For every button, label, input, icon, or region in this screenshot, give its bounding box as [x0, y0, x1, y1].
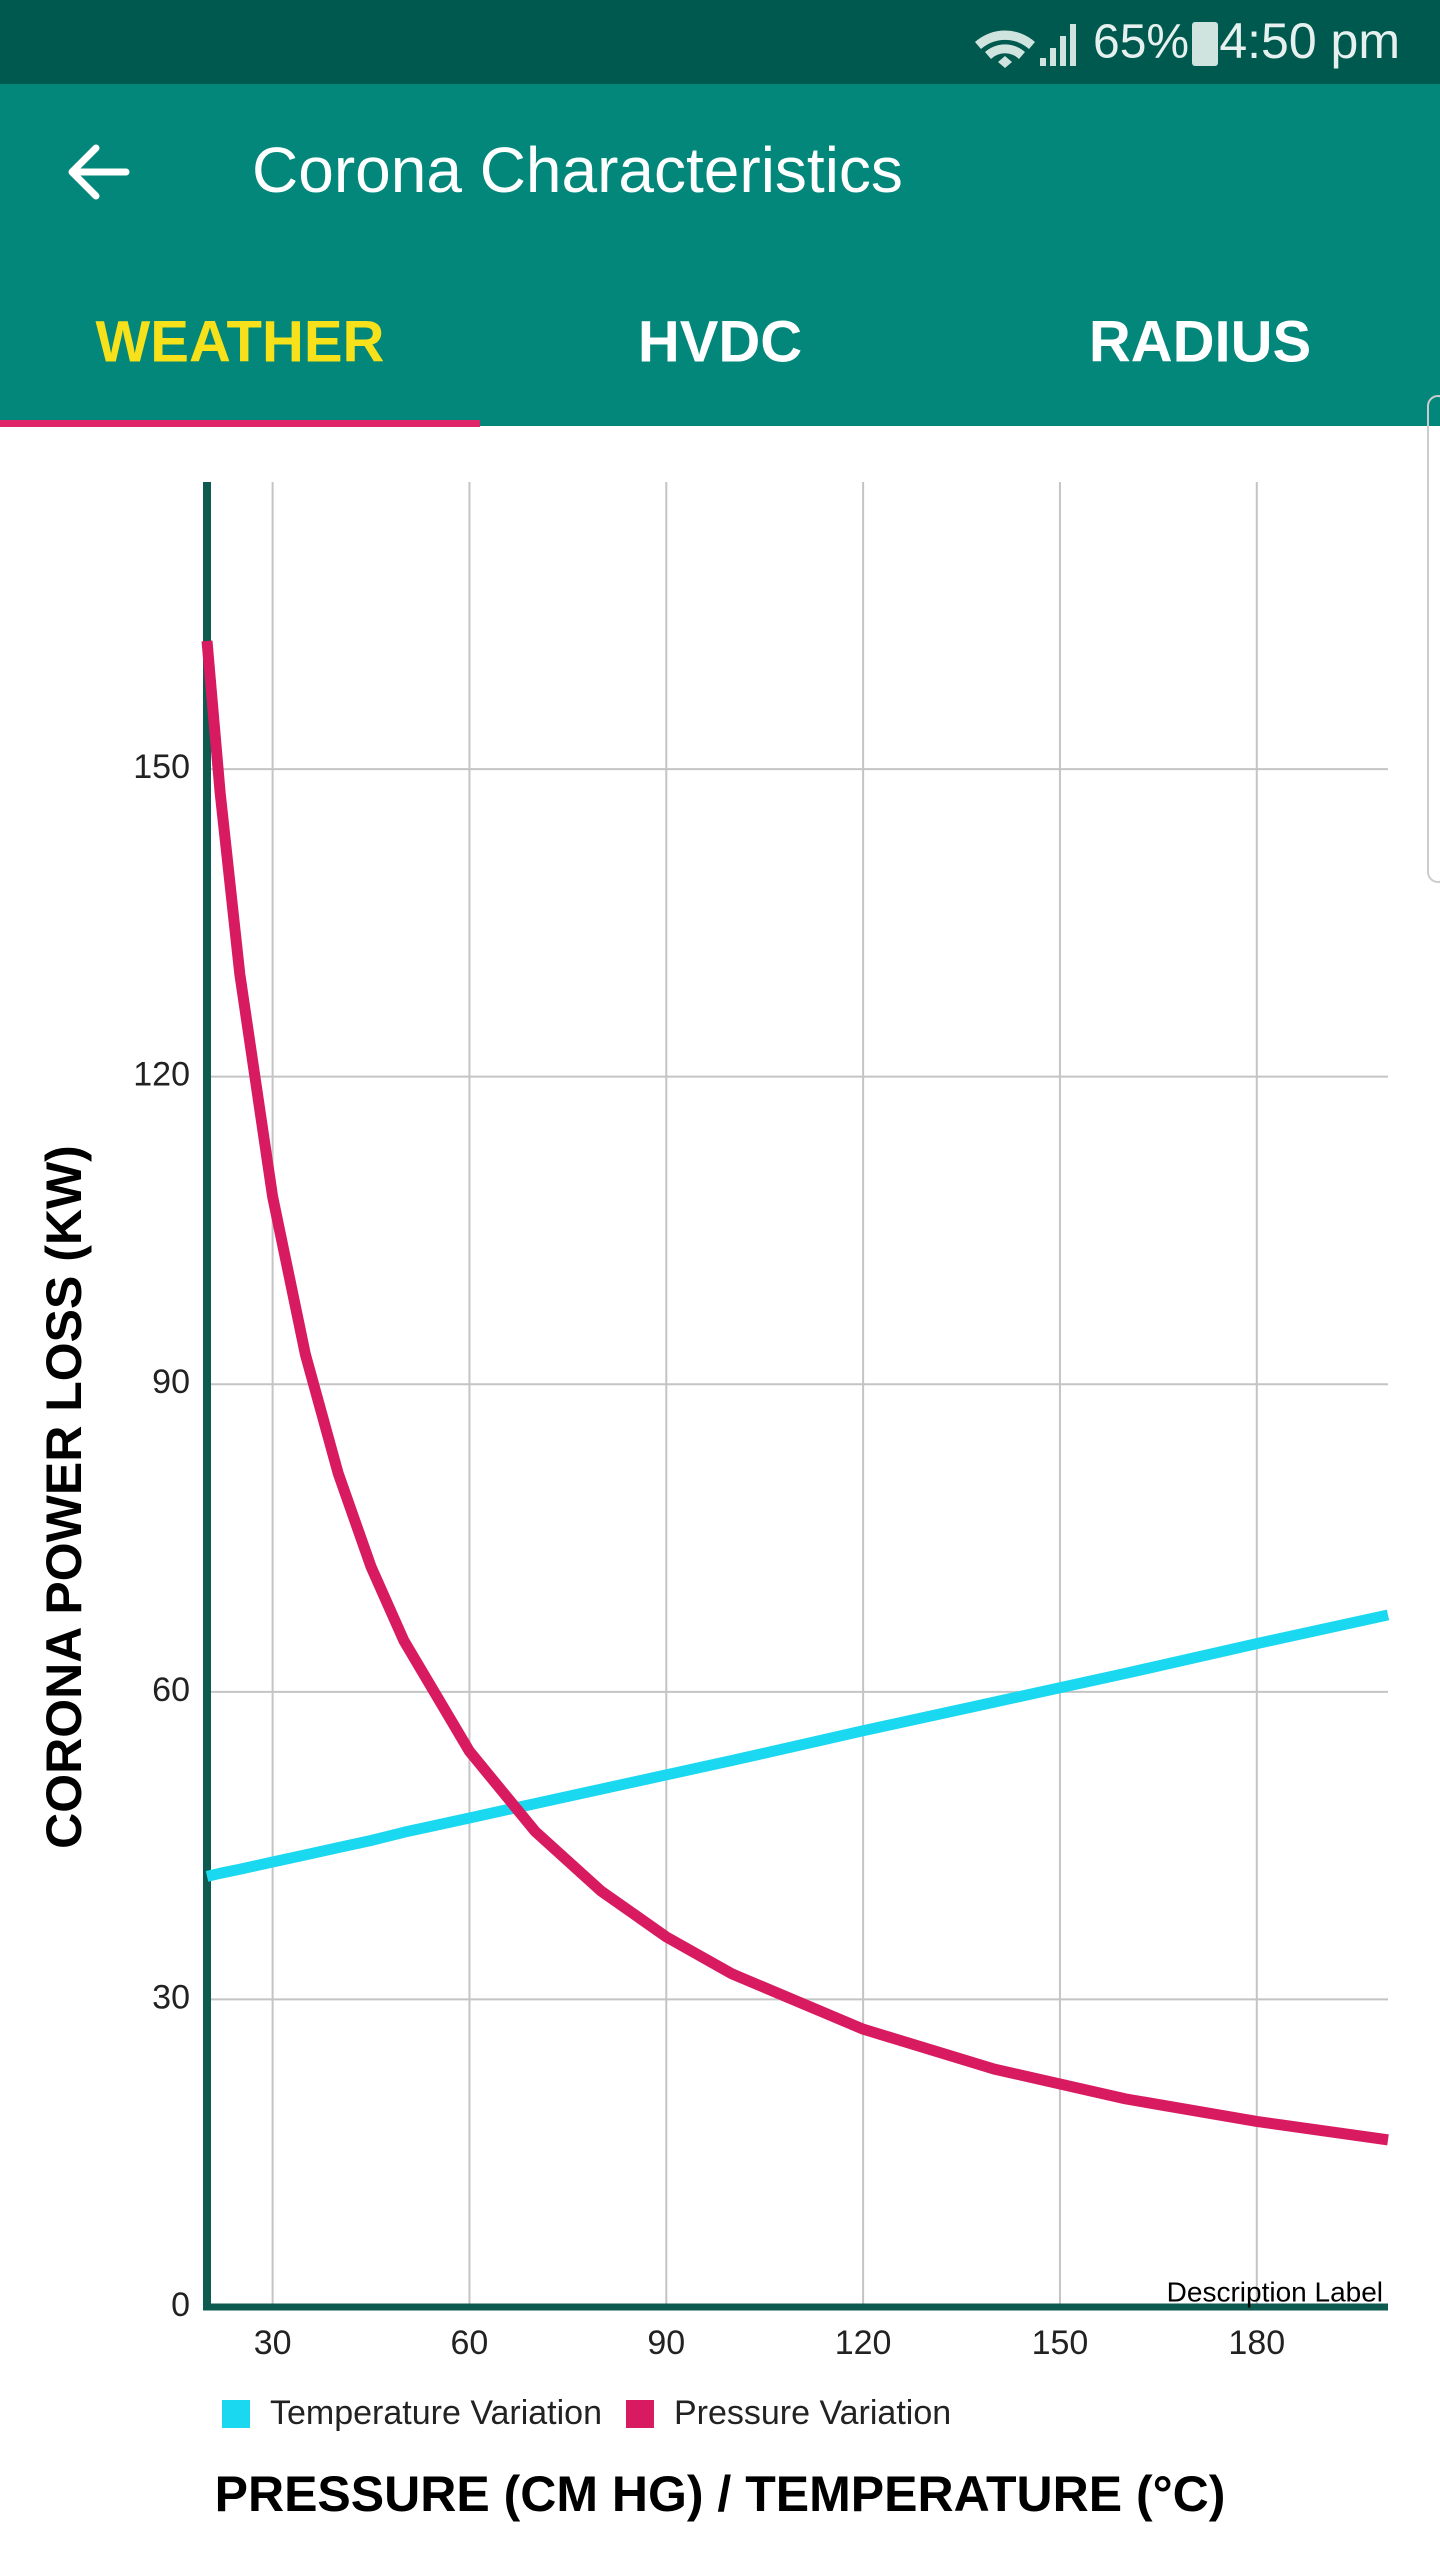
y-tick-label: 60	[152, 1671, 190, 1709]
description-label: Description Label	[1167, 2276, 1383, 2307]
x-tick-label: 30	[254, 2324, 292, 2362]
time-text: 4:50 pm	[1219, 13, 1400, 69]
x-tick-label: 150	[1032, 2324, 1089, 2362]
signal-bar	[1050, 48, 1056, 66]
status-icons	[975, 22, 1218, 69]
battery-icon	[1192, 22, 1218, 66]
scroll-handle	[1427, 395, 1440, 883]
legend-label: Temperature Variation	[270, 2394, 602, 2432]
y-axis-title: CORONA POWER LOSS (KW)	[36, 1145, 92, 1849]
tab-indicator	[0, 420, 480, 427]
y-tick-label: 0	[171, 2286, 190, 2324]
battery-text: 65%	[1093, 16, 1189, 69]
tab[interactable]: WEATHER	[96, 309, 385, 374]
legend-swatch	[222, 2400, 250, 2428]
back-button[interactable]	[68, 144, 130, 200]
y-tick-label: 30	[152, 1978, 190, 2016]
y-tick-label: 90	[152, 1363, 190, 1401]
data-line	[205, 1609, 1390, 1882]
x-tick-label: 60	[451, 2324, 489, 2362]
x-tick-label: 90	[647, 2324, 685, 2362]
legend-label: Pressure Variation	[674, 2394, 951, 2432]
app-title: Corona Characteristics	[252, 134, 903, 206]
legend-swatch	[625, 2400, 654, 2428]
y-tick-label: 150	[133, 748, 190, 786]
x-tick-label: 120	[835, 2324, 892, 2362]
x-axis-title: PRESSURE (CM HG) / TEMPERATURE (°C)	[215, 2466, 1226, 2522]
tab[interactable]: RADIUS	[1089, 309, 1311, 374]
signal-bar	[1060, 36, 1066, 66]
chart: 30 60 90 120 150 180 0 30 60 90 120 150 Description …	[36, 482, 1390, 2522]
app-bar	[0, 84, 1440, 426]
x-tick-label: 180	[1228, 2324, 1285, 2362]
data-line	[201, 640, 1389, 2146]
y-tick-label: 120	[133, 1056, 190, 1094]
wifi-icon	[975, 30, 1035, 69]
signal-bar	[1040, 58, 1046, 66]
tab[interactable]: HVDC	[638, 309, 802, 374]
signal-bar	[1070, 24, 1076, 66]
